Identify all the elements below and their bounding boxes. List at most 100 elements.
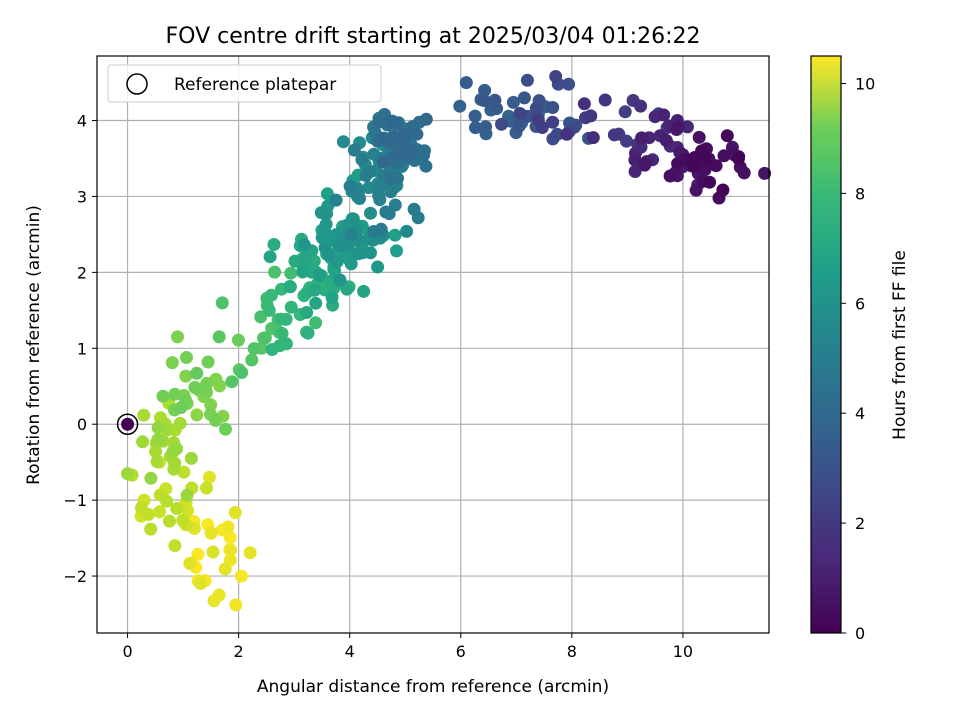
data-point — [477, 94, 491, 107]
data-point — [184, 451, 198, 465]
data-point — [183, 556, 197, 570]
chart-title: FOV centre drift starting at 2025/03/04 … — [166, 24, 701, 49]
y-tick-label: −2 — [63, 567, 87, 586]
data-point — [379, 205, 393, 219]
data-point — [212, 330, 226, 344]
data-point — [347, 143, 361, 157]
data-point — [577, 97, 591, 111]
data-point — [377, 155, 390, 169]
data-point — [717, 149, 731, 163]
legend-label: Reference platepar — [174, 75, 336, 95]
data-point — [562, 77, 576, 91]
y-tick-label: −1 — [63, 491, 87, 510]
data-point — [153, 505, 167, 519]
data-point — [546, 115, 560, 129]
data-point — [390, 244, 403, 258]
reference-point — [121, 417, 135, 431]
legend-marker-icon — [126, 73, 148, 95]
data-point — [151, 433, 165, 446]
data-point — [231, 333, 245, 347]
data-point — [468, 109, 482, 123]
data-point — [546, 101, 560, 114]
data-point — [364, 246, 377, 260]
data-point — [160, 494, 174, 508]
data-point — [223, 531, 237, 545]
data-point — [201, 355, 215, 369]
data-point — [144, 522, 158, 536]
data-point — [168, 539, 182, 553]
data-point — [400, 224, 414, 238]
colorbar-tick-label: 4 — [855, 404, 865, 423]
data-point — [228, 506, 242, 519]
data-point — [177, 465, 191, 479]
data-point — [340, 282, 354, 296]
data-point — [179, 369, 193, 383]
colorbar-label: Hours from first FF file — [890, 250, 910, 440]
data-point — [336, 135, 350, 149]
data-point — [150, 455, 164, 469]
data-point — [263, 250, 277, 264]
y-tick-label: 0 — [77, 415, 87, 434]
data-point — [218, 562, 232, 576]
data-point — [531, 113, 545, 126]
x-tick-label: 8 — [567, 642, 577, 661]
data-point — [560, 127, 574, 141]
data-point — [550, 127, 564, 141]
data-point — [459, 76, 473, 90]
data-point — [598, 93, 612, 107]
data-point — [419, 159, 433, 173]
data-point — [235, 366, 249, 379]
data-point — [190, 366, 204, 380]
colorbar-gradient — [810, 55, 842, 634]
data-point — [309, 316, 323, 330]
data-point — [188, 380, 202, 394]
data-point — [663, 169, 677, 183]
y-tick-label: 1 — [77, 339, 87, 358]
colorbar-tick-label: 10 — [855, 74, 875, 93]
data-point — [296, 263, 310, 277]
data-point — [221, 520, 235, 534]
data-point — [520, 73, 534, 87]
data-point — [357, 284, 371, 298]
reference-ring — [116, 413, 139, 435]
plot-frame — [96, 55, 770, 634]
data-point — [204, 526, 218, 540]
x-axis-ticks: 0 2 4 6 8 10 — [122, 633, 693, 661]
data-point — [264, 288, 278, 302]
data-point — [703, 175, 717, 189]
data-point — [732, 152, 745, 165]
colorbar-tick-label: 6 — [855, 294, 865, 313]
colorbar: 0 2 4 6 8 10 Hours from first FF file — [810, 55, 910, 643]
data-point — [628, 153, 642, 167]
data-point — [419, 112, 433, 126]
data-point — [517, 91, 531, 105]
data-point — [529, 101, 543, 115]
data-point — [136, 435, 150, 449]
data-point — [469, 121, 482, 135]
data-point — [284, 300, 298, 314]
data-point — [384, 185, 398, 199]
data-point — [173, 416, 187, 430]
data-point — [417, 148, 430, 162]
reference-platepar-marker — [116, 413, 139, 435]
data-point — [284, 266, 298, 280]
data-point — [180, 351, 193, 364]
data-point — [245, 353, 259, 367]
x-tick-label: 4 — [345, 642, 355, 661]
data-point — [367, 225, 381, 238]
data-point — [698, 151, 712, 164]
data-point — [194, 577, 208, 590]
data-point — [229, 598, 243, 612]
data-point — [716, 183, 730, 197]
data-point — [549, 70, 563, 83]
data-point — [265, 343, 279, 356]
data-point — [513, 107, 527, 120]
data-point — [401, 149, 415, 163]
data-point — [176, 513, 190, 527]
x-tick-label: 10 — [673, 642, 693, 661]
x-tick-label: 2 — [234, 642, 244, 661]
data-point — [634, 99, 648, 113]
data-point — [163, 514, 176, 528]
data-point — [320, 207, 334, 221]
